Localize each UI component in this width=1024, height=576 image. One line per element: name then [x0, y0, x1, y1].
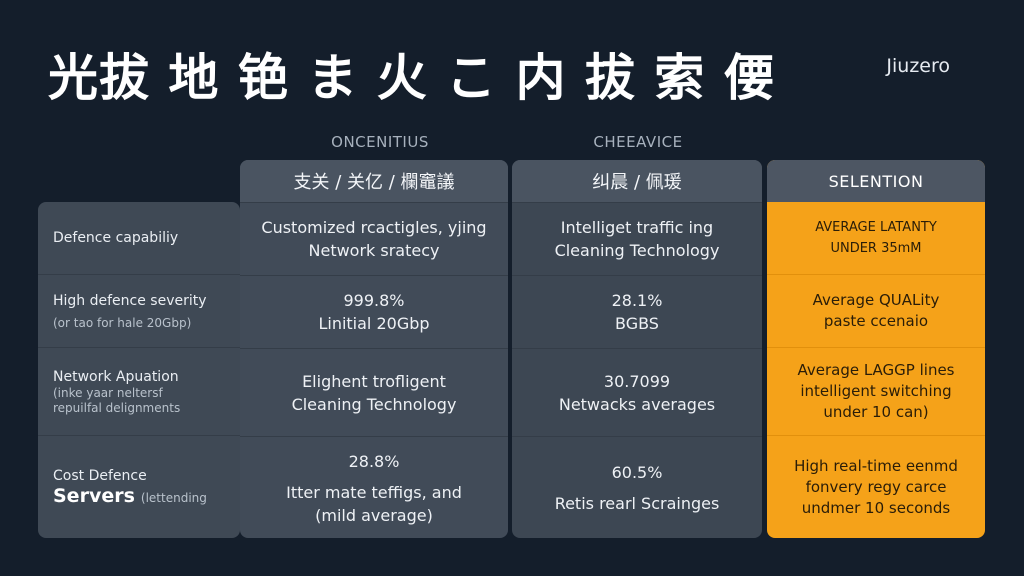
- cell-text: Intelliget traffic ing: [560, 218, 714, 237]
- table-cell: Intelliget traffic ing Cleaning Technolo…: [512, 203, 762, 276]
- table-cell: 999.8% Linitial 20Gbp: [240, 276, 508, 349]
- selection-column: SELENTION AVERAGE LATANTY UNDER 35mM Ave…: [767, 160, 985, 538]
- table-cell: AVERAGE LATANTY UNDER 35mM: [767, 202, 985, 275]
- table-cell: Customized rcactigles, yjing Network sra…: [240, 203, 508, 276]
- table-cell: 28.1% BGBS: [512, 276, 762, 349]
- table-cell: High real-time eenmd fonvery regy carce …: [767, 436, 985, 538]
- cell-text: Netwacks averages: [558, 394, 716, 414]
- cell-text: Itter mate teffigs, and: [286, 482, 462, 502]
- column-header-1: ONCENITIUS: [331, 133, 429, 151]
- cell-value: 28.1%: [611, 291, 663, 310]
- label-cell: Network Apuation (inke yaar neltersf rep…: [38, 348, 240, 436]
- label-subtext: (or tao for hale 20Gbp): [53, 315, 192, 330]
- cell-value: 60.5%: [611, 463, 663, 482]
- cell-text: UNDER 35mM: [830, 241, 922, 256]
- cell-text: undmer 10 seconds: [801, 498, 951, 517]
- column-subheader-2: 纠晨 / 佩瑗: [512, 160, 762, 203]
- table-cell: Average LAGGP lines intelligent switchin…: [767, 348, 985, 436]
- cell-text: Average LAGGP lines: [797, 361, 955, 379]
- label-cell: Defence capabiliy: [38, 202, 240, 275]
- cell-text: Cleaning Technology: [291, 394, 457, 414]
- cell-value: 28.8%: [348, 451, 400, 471]
- cell-text: under 10 can): [823, 403, 929, 421]
- label-emphasis: Servers: [53, 485, 135, 507]
- cell-text: fonvery regy carce: [805, 477, 947, 496]
- selection-header: SELENTION: [767, 160, 985, 202]
- table-cell: 30.7099 Netwacks averages: [512, 349, 762, 437]
- cell-value: 999.8%: [343, 291, 405, 310]
- table-cell: 28.8% Itter mate teffigs, and (mild aver…: [240, 437, 508, 538]
- column-subheader-1: 支关 / 关亿 / 欄竈議: [240, 160, 508, 203]
- cell-text: paste ccenaio: [823, 312, 929, 330]
- comparison-column-2: 纠晨 / 佩瑗 Intelliget traffic ing Cleaning …: [512, 160, 762, 538]
- cell-value: 30.7099: [603, 371, 671, 391]
- label-cell: Cost Defence Servers (lettending: [38, 436, 240, 538]
- cell-text: intelligent switching: [800, 382, 952, 400]
- row-labels-column: Defence capabiliy High defence severity …: [38, 202, 240, 538]
- cell-text: Retis rearl Scrainges: [554, 494, 720, 513]
- cell-text: High real-time eenmd: [794, 456, 958, 475]
- label-subtext: repuilfal delignments: [53, 400, 181, 415]
- label-subtext: (lettending: [140, 491, 207, 505]
- cell-text: Customized rcactigles, yjing: [261, 218, 487, 237]
- cell-text: Linitial 20Gbp: [318, 314, 430, 333]
- label-text: Defence capabiliy: [53, 230, 179, 246]
- label-cell: High defence severity (or tao for hale 2…: [38, 275, 240, 348]
- cell-text: (mild average): [315, 505, 433, 525]
- table-cell: Average QUALity paste ccenaio: [767, 275, 985, 348]
- column-header-2: CHEEAVICE: [593, 133, 683, 151]
- cell-text: Elighent trofligent: [302, 371, 446, 391]
- label-text: Network Apuation: [53, 368, 179, 385]
- cell-text: Cleaning Technology: [554, 241, 720, 260]
- comparison-column-1: 支关 / 关亿 / 欄竈議 Customized rcactigles, yji…: [240, 160, 508, 538]
- table-cell: 60.5% Retis rearl Scrainges: [512, 437, 762, 538]
- cell-text: BGBS: [615, 314, 659, 333]
- label-text: High defence severity: [53, 292, 207, 309]
- label-subtext: (inke yaar neltersf: [53, 385, 163, 400]
- label-text: Cost Defence: [53, 468, 147, 484]
- brand-logo: Jiuzero: [886, 55, 950, 77]
- label-inline: Servers (lettending: [53, 485, 207, 507]
- cell-text: Network sratecy: [308, 241, 440, 260]
- table-cell: Elighent trofligent Cleaning Technology: [240, 349, 508, 437]
- cell-text: Average QUALity: [812, 291, 940, 309]
- page-title: 光拔 地 铯 ま 火 こ 内 拔 索 偠: [48, 49, 775, 107]
- cell-text: AVERAGE LATANTY: [815, 220, 937, 235]
